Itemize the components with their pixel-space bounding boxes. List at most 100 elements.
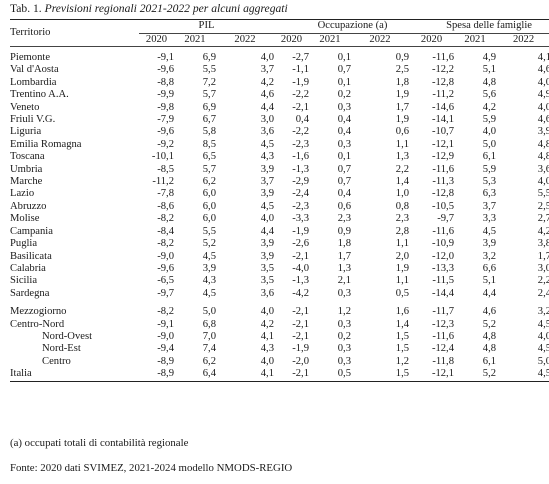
value-cell: 2,2 bbox=[395, 163, 410, 175]
table-row: Nord-Est -9,4 7,4 4,3 -1,9 0,3 1,5 -12,4 4,8 4,5 bbox=[10, 343, 549, 355]
row-label: Emilia Romagna bbox=[10, 138, 82, 150]
value-cell: 0,3 bbox=[337, 138, 351, 150]
row-label: Mezzogiorno bbox=[10, 306, 67, 318]
year-header: 2021 bbox=[184, 33, 206, 45]
value-cell: 5,1 bbox=[482, 64, 497, 76]
year-header: 2020 bbox=[420, 33, 443, 45]
value-cell: -1,9 bbox=[292, 225, 309, 237]
value-cell: 3,2 bbox=[482, 250, 497, 262]
row-label: Lombardia bbox=[10, 76, 57, 88]
value-cell: 2,0 bbox=[395, 250, 410, 262]
value-cell: 4,6 bbox=[482, 306, 497, 318]
value-cell: -10,1 bbox=[151, 151, 174, 163]
footnote: (a) occupati totali di contabilità regio… bbox=[10, 437, 189, 449]
value-cell: 6,0 bbox=[202, 188, 216, 200]
value-cell: 4,4 bbox=[482, 287, 497, 299]
value-cell: 0,3 bbox=[337, 318, 351, 330]
value-cell: 2,7 bbox=[537, 213, 549, 225]
value-cell: 6,0 bbox=[202, 213, 216, 225]
value-cell: -9,6 bbox=[157, 64, 174, 76]
table-row: Lazio -7,8 6,0 3,9 -2,4 0,4 1,0 -12,8 6,3 5,5 bbox=[10, 188, 549, 200]
value-cell: 7,0 bbox=[202, 330, 216, 342]
table-row: Abruzzo -8,6 6,0 4,5 -2,3 0,6 0,8 -10,5 3,7 2,5 bbox=[10, 201, 549, 213]
value-cell: -1,3 bbox=[292, 275, 309, 287]
value-cell: -8,6 bbox=[157, 200, 174, 212]
value-cell: 5,5 bbox=[202, 225, 216, 237]
value-cell: 2,4 bbox=[537, 287, 549, 299]
value-cell: 0,5 bbox=[395, 287, 410, 299]
year-header: 2022 bbox=[234, 33, 256, 45]
value-cell: -8,2 bbox=[157, 238, 174, 250]
forecast-table: Territorio PIL Occupazione (a) Spesa del… bbox=[10, 19, 549, 382]
value-cell: 1,3 bbox=[395, 151, 410, 163]
value-cell: 0,1 bbox=[337, 151, 351, 163]
value-cell: 4,1 bbox=[216, 368, 274, 382]
value-cell: 4,0 bbox=[260, 306, 274, 318]
value-cell: 5,9 bbox=[482, 163, 497, 175]
value-cell: -9,0 bbox=[157, 330, 174, 342]
value-cell: -4,2 bbox=[292, 287, 309, 299]
value-cell: 4,5 bbox=[482, 225, 497, 237]
row-label: Centro bbox=[42, 355, 71, 367]
value-cell: -8,2 bbox=[157, 306, 174, 318]
value-cell: 1,2 bbox=[395, 355, 410, 367]
value-cell: 3,8 bbox=[537, 238, 549, 250]
value-cell: -10,5 bbox=[431, 200, 455, 212]
value-cell: -11,7 bbox=[432, 306, 455, 318]
value-cell: 4,9 bbox=[482, 52, 497, 63]
value-cell: -2,7 bbox=[292, 52, 309, 63]
value-cell: 4,5 bbox=[537, 343, 549, 355]
value-cell: -11,6 bbox=[432, 330, 455, 342]
value-cell: 1,9 bbox=[395, 262, 410, 274]
value-cell: 6,2 bbox=[202, 176, 216, 188]
value-cell: -1,9 bbox=[292, 76, 309, 88]
value-cell: 4,8 bbox=[482, 330, 497, 342]
value-cell: 3,7 bbox=[482, 200, 497, 212]
year-header-row: 2020 2021 2022 2020 2021 2022 2020 2021 … bbox=[10, 33, 549, 47]
value-cell: 4,2 bbox=[260, 318, 274, 330]
table-row: Veneto -9,8 6,9 4,4 -2,1 0,3 1,7 -14,6 4,2 4,0 bbox=[10, 102, 549, 114]
value-cell: 4,0 bbox=[260, 52, 274, 63]
table-row: Trentino A.A. -9,9 5,7 4,6 -2,2 0,2 1,9 -11,2 5,… bbox=[10, 89, 549, 101]
value-cell: -13,3 bbox=[431, 262, 455, 274]
value-cell: 6,2 bbox=[202, 355, 216, 367]
value-cell: -12,8 bbox=[431, 188, 455, 200]
value-cell: 1,6 bbox=[395, 306, 410, 318]
row-label: Marche bbox=[10, 176, 43, 188]
value-cell: 6,7 bbox=[202, 114, 216, 126]
value-cell: -11,6 bbox=[432, 52, 455, 63]
value-cell: 4,0 bbox=[482, 126, 497, 138]
value-cell: 0,3 bbox=[337, 101, 351, 113]
value-cell: -12,0 bbox=[431, 250, 455, 262]
value-cell: -4,0 bbox=[292, 262, 309, 274]
value-cell: -9,6 bbox=[157, 262, 174, 274]
row-label: Molise bbox=[10, 213, 40, 225]
value-cell: 1,9 bbox=[395, 89, 410, 101]
value-cell: 5,5 bbox=[202, 64, 216, 76]
value-cell: 4,5 bbox=[496, 368, 549, 382]
value-cell: 0,3 bbox=[337, 355, 351, 367]
value-cell: 3,3 bbox=[482, 213, 497, 225]
table-title-text: Previsioni regionali 2021-2022 per alcun… bbox=[44, 2, 288, 15]
value-cell: 1,2 bbox=[337, 306, 351, 318]
year-header: 2022 bbox=[369, 33, 391, 45]
value-cell: 4,3 bbox=[202, 275, 216, 287]
value-cell: 3,9 bbox=[537, 126, 549, 138]
value-cell: -8,9 bbox=[139, 368, 174, 382]
value-cell: 1,7 bbox=[337, 250, 351, 262]
value-cell: -2,1 bbox=[292, 101, 309, 113]
value-cell: 1,7 bbox=[537, 250, 549, 262]
value-cell: 3,9 bbox=[482, 238, 497, 250]
table-title: Tab. 1. Previsioni regionali 2021-2022 p… bbox=[10, 2, 288, 15]
value-cell: -11,3 bbox=[432, 176, 455, 188]
row-label: Puglia bbox=[10, 238, 38, 250]
value-cell: -2,9 bbox=[292, 176, 309, 188]
value-cell: -10,7 bbox=[431, 126, 455, 138]
year-header: 2020 bbox=[145, 33, 168, 45]
row-label: Toscana bbox=[10, 151, 45, 163]
value-cell: 7,4 bbox=[202, 343, 216, 355]
value-cell: 5,6 bbox=[482, 89, 497, 101]
value-cell: 4,4 bbox=[260, 101, 274, 113]
value-cell: -1,9 bbox=[292, 343, 309, 355]
value-cell: 5,0 bbox=[482, 138, 497, 150]
